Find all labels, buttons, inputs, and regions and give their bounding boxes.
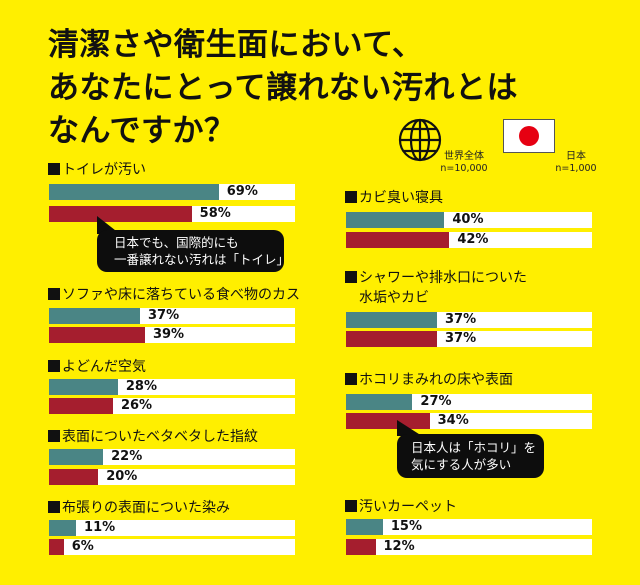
category-label: ソファや床に落ちている食べ物のカス: [48, 285, 300, 305]
value-label-world: 40%: [452, 212, 484, 227]
bar-japan: [346, 413, 430, 429]
legend-japan-n: n=1,000: [555, 163, 597, 174]
category-label: 布張りの表面についた染み: [48, 498, 230, 518]
value-label-japan: 12%: [383, 539, 415, 554]
legend-japan-name: 日本: [566, 151, 586, 162]
bar-track-world: 37%: [49, 308, 295, 324]
japan-flag-icon: [503, 119, 555, 153]
bar-japan: [49, 398, 113, 414]
bar-track-japan: 34%: [346, 413, 592, 429]
value-label-japan: 34%: [437, 413, 469, 428]
legend-world-name: 世界全体: [444, 151, 484, 162]
value-label-world: 15%: [390, 519, 423, 534]
bar-track-world: 28%: [49, 379, 295, 395]
value-label-world: 37%: [148, 308, 180, 323]
value-label-japan: 42%: [457, 232, 489, 247]
bar-track-world: 40%: [346, 212, 592, 228]
bar-track-world: 22%: [49, 449, 295, 465]
bar-track-world: 27%: [346, 394, 592, 410]
bar-japan: [346, 232, 450, 248]
legend-world-n: n=10,000: [440, 163, 488, 174]
bar-world: [346, 394, 413, 410]
bar-world: [49, 520, 77, 536]
legend-label-world: 世界全体 n=10,000: [429, 151, 499, 175]
legend-swatch-japan: [563, 120, 590, 147]
value-label-world: 11%: [84, 520, 116, 535]
value-label-japan: 20%: [106, 469, 138, 484]
category-label: シャワーや排水口についた 水垢やカビ: [345, 268, 527, 308]
bar-world: [49, 379, 118, 395]
bar-track-world: 69%: [49, 184, 295, 200]
bar-track-world: 37%: [346, 312, 592, 328]
bar-world: [346, 312, 438, 328]
value-label-japan: 37%: [445, 331, 477, 346]
bar-track-world: 15%: [346, 519, 592, 535]
bar-world: [346, 519, 383, 535]
bar-track-japan: 42%: [346, 232, 592, 248]
title-line-2: あなたにとって譲れない汚れとは: [48, 70, 519, 106]
callout-line: 一番譲れない汚れは「トイレ」: [114, 252, 290, 267]
page-title: 清潔さや衛生面において、 あなたにとって譲れない汚れとは なんですか？: [48, 24, 518, 153]
bar-world: [49, 449, 104, 465]
category-label: トイレが汚い: [48, 160, 146, 180]
value-label-world: 28%: [125, 379, 157, 394]
value-label-world: 69%: [226, 184, 258, 199]
legend-swatch-world: [450, 120, 477, 147]
bar-world: [49, 308, 141, 324]
callout-line: 日本でも、国際的にも: [114, 235, 239, 250]
bar-japan: [346, 331, 438, 347]
globe-icon: [398, 118, 442, 162]
category-label: 汚いカーペット: [345, 497, 457, 517]
category-label: よどんだ空気: [48, 357, 146, 377]
value-label-japan: 6%: [71, 539, 94, 554]
bar-japan: [49, 469, 99, 485]
bar-track-world: 11%: [49, 520, 295, 536]
category-label: 表面についたベタベタした指紋: [48, 427, 258, 447]
bar-track-japan: 39%: [49, 327, 295, 343]
callout-pointer: [97, 216, 120, 234]
bar-world: [49, 184, 219, 200]
bar-track-japan: 20%: [49, 469, 295, 485]
bar-japan: [49, 327, 145, 343]
bar-japan: [346, 539, 376, 555]
bar-track-japan: 37%: [346, 331, 592, 347]
bar-japan: [49, 206, 192, 222]
category-label: カビ臭い寝具: [345, 188, 443, 208]
value-label-world: 27%: [420, 394, 452, 409]
bar-track-japan: 6%: [49, 539, 295, 555]
callout-line: 日本人は「ホコリ」を: [411, 440, 537, 455]
value-label-japan: 58%: [199, 206, 231, 221]
title-line-1: 清潔さや衛生面において、: [48, 27, 424, 63]
callout-toilet: 日本でも、国際的にも 一番譲れない汚れは「トイレ」: [97, 230, 290, 272]
bar-track-japan: 12%: [346, 539, 592, 555]
callout-line: 気にする人が多い: [411, 457, 512, 472]
bar-world: [346, 212, 445, 228]
callout-dust: 日本人は「ホコリ」を 気にする人が多い: [397, 434, 544, 478]
value-label-japan: 26%: [120, 398, 153, 413]
legend-label-japan: 日本 n=1,000: [541, 151, 611, 175]
title-line-3: なんですか？: [48, 113, 236, 149]
value-label-world: 22%: [111, 449, 143, 464]
callout-pointer: [397, 420, 422, 436]
category-label: ホコリまみれの床や表面: [345, 370, 513, 390]
bar-track-japan: 58%: [49, 206, 295, 222]
value-label-japan: 39%: [152, 327, 185, 342]
bar-japan: [49, 539, 64, 555]
bar-track-japan: 26%: [49, 398, 295, 414]
value-label-world: 37%: [445, 312, 477, 327]
